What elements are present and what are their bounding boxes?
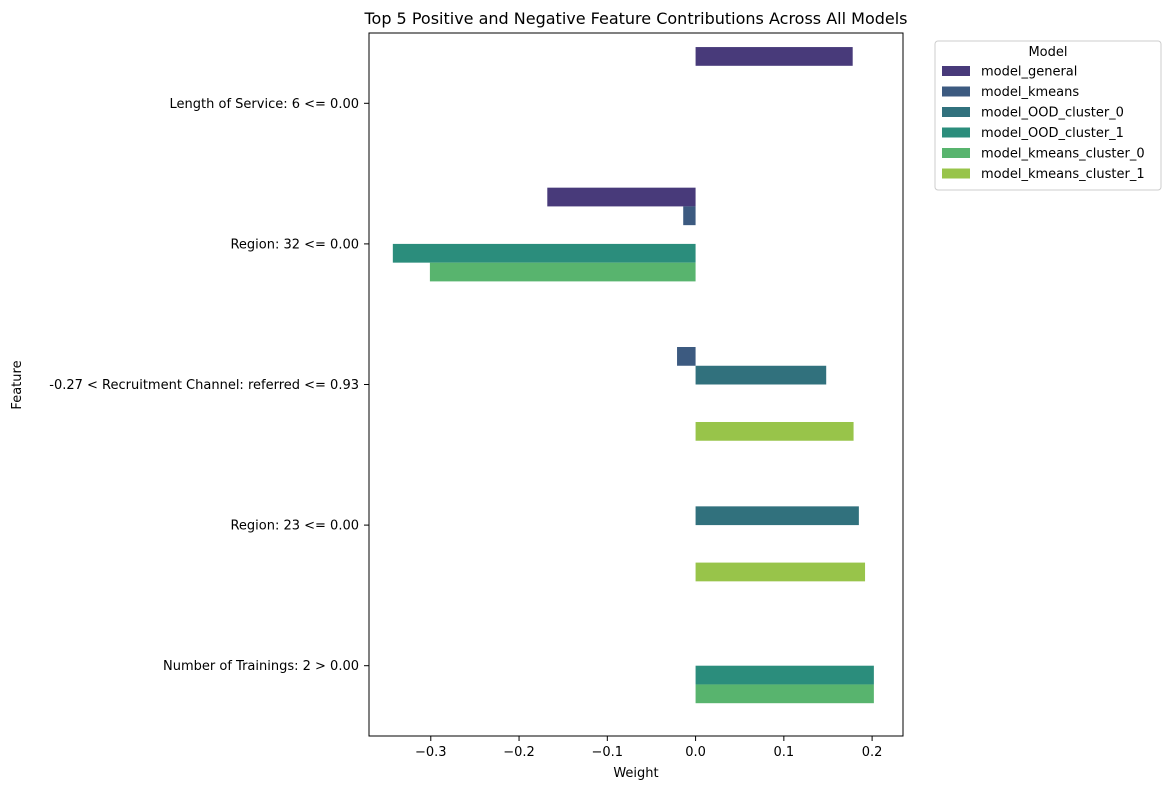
legend-swatch-model_kmeans: [942, 86, 970, 97]
legend-swatch-model_general: [942, 66, 970, 76]
bar-model_OOD_cluster_0-3: [695, 506, 859, 526]
x-axis-label: Weight: [613, 766, 658, 781]
x-tick-label: 0.2: [862, 745, 883, 760]
bar-model_kmeans_cluster_1-3: [695, 562, 866, 582]
legend-title: Model: [1028, 45, 1067, 60]
bar-model_kmeans_cluster_0-4: [695, 684, 874, 704]
legend-entry-model_OOD_cluster_0: model_OOD_cluster_0: [981, 106, 1124, 121]
y-axis: Length of Service: 6 <= 0.00 Region: 32 <…: [49, 97, 369, 674]
x-tick-label: −0.3: [415, 745, 447, 760]
bar-model_kmeans-1: [683, 206, 696, 226]
x-tick-label: −0.1: [592, 745, 624, 760]
bar-model_kmeans-2: [677, 347, 696, 366]
x-tick-label: 0.0: [685, 745, 706, 760]
bar-model_OOD_cluster_0-2: [695, 365, 827, 385]
chart-title: Top 5 Positive and Negative Feature Cont…: [363, 9, 907, 28]
legend-entry-model_general: model_general: [981, 65, 1077, 80]
bar-model_kmeans_cluster_1-2: [695, 421, 854, 441]
y-tick-label: -0.27 < Recruitment Channel: referred <=…: [49, 378, 359, 393]
legend-entry-model_kmeans_cluster_0: model_kmeans_cluster_0: [981, 147, 1145, 162]
bar-model_OOD_cluster_1-4: [695, 665, 874, 685]
legend-swatch-model_kmeans_cluster_1: [942, 168, 970, 179]
y-tick-label: Region: 23 <= 0.00: [230, 519, 359, 534]
legend: Model model_general model_kmeans model_OOD…: [934, 40, 1162, 191]
legend-entry-model_OOD_cluster_1: model_OOD_cluster_1: [981, 126, 1124, 141]
legend-entry-model_kmeans: model_kmeans: [981, 85, 1079, 100]
legend-swatch-model_kmeans_cluster_0: [942, 148, 970, 158]
y-axis-label: Feature: [10, 360, 25, 409]
x-tick-label: −0.2: [503, 745, 535, 760]
legend-swatch-model_OOD_cluster_1: [942, 127, 970, 138]
bars-layer: [392, 47, 874, 704]
legend-box: [934, 40, 1162, 191]
x-tick-label: 0.1: [773, 745, 794, 760]
bar-model_general-1: [547, 187, 696, 207]
bar-model_kmeans_cluster_0-1: [429, 262, 696, 282]
y-tick-label: Region: 32 <= 0.00: [230, 237, 359, 252]
y-tick-label: Number of Trainings: 2 > 0.00: [163, 659, 359, 674]
legend-entry-model_kmeans_cluster_1: model_kmeans_cluster_1: [981, 167, 1145, 182]
bar-model_OOD_cluster_1-1: [392, 243, 696, 263]
bar-model_general-0: [695, 47, 853, 66]
legend-swatch-model_OOD_cluster_0: [942, 107, 970, 117]
x-axis: −0.3 −0.2 −0.1 0.0 0.1 0.2: [415, 736, 882, 760]
y-tick-label: Length of Service: 6 <= 0.00: [170, 97, 359, 112]
